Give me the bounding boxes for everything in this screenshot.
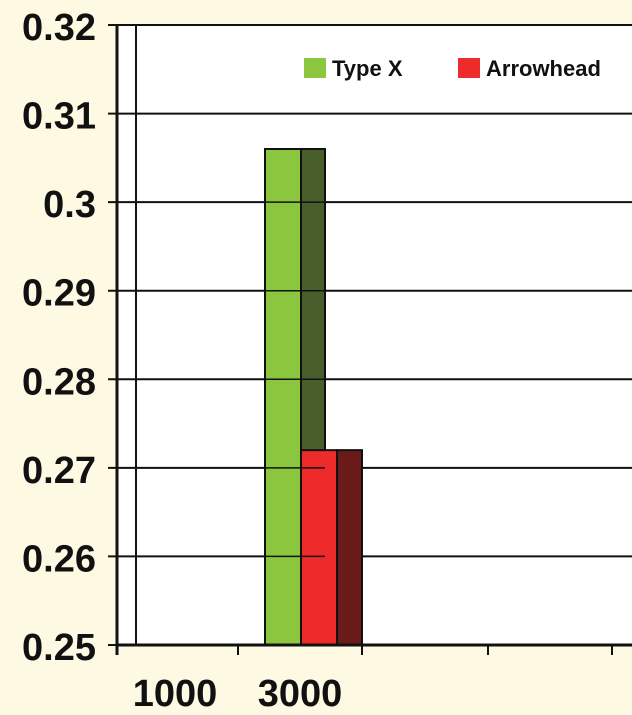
type-x-bar: [264, 148, 302, 646]
plot-background: [117, 25, 632, 645]
y-tick-label: 0.29: [22, 273, 96, 315]
y-axis-tick-labels: 0.32 0.31 0.3 0.29 0.28 0.27 0.26 0.25: [22, 7, 96, 669]
x-tick-label: 3000: [258, 673, 343, 715]
arrowhead-bar-side: [336, 449, 363, 646]
x-tick-label: 1000: [133, 673, 218, 715]
y-tick-label: 0.31: [22, 96, 96, 138]
x-axis-ticks: [237, 645, 613, 655]
y-tick-label: 0.28: [22, 361, 96, 403]
grid-lines: [108, 24, 632, 646]
legend-swatch: [458, 58, 480, 78]
legend: Type X Arrowhead: [304, 56, 601, 81]
arrowhead-bar: [300, 449, 338, 646]
y-tick-label: 0.32: [22, 7, 96, 49]
y-tick-label: 0.25: [22, 627, 96, 669]
y-tick-label: 0.26: [22, 538, 96, 580]
y-tick-label: 0.27: [22, 450, 96, 492]
legend-label: Arrowhead: [486, 56, 601, 81]
x-axis-tick-labels: 1000 3000: [133, 673, 343, 715]
bars: [264, 148, 363, 646]
legend-swatch: [304, 58, 326, 78]
y-tick-label: 0.3: [43, 184, 96, 226]
legend-label: Type X: [332, 56, 403, 81]
